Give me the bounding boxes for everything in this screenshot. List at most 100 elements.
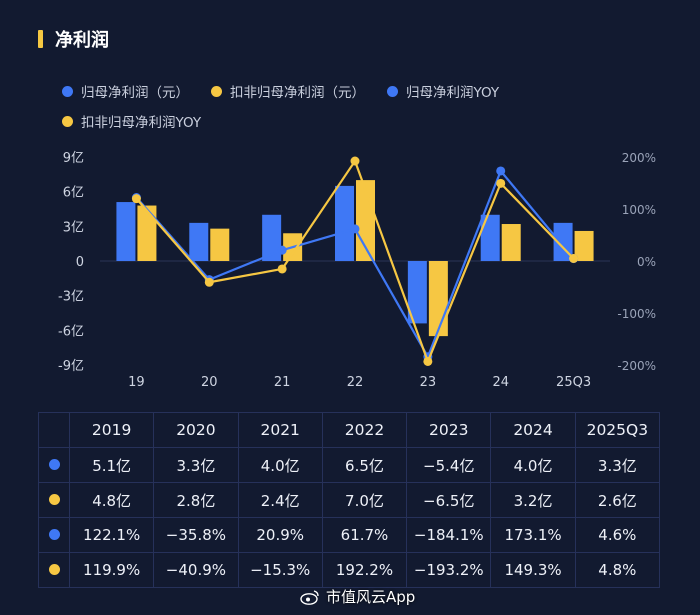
x-tick-label: 19 xyxy=(128,375,145,390)
table-cell: −184.1% xyxy=(406,517,492,553)
watermark-text: 市值风云App xyxy=(326,588,416,606)
table-header-cell: 2022 xyxy=(321,412,408,448)
table-cell: 4.8% xyxy=(574,552,661,588)
bar-yellow xyxy=(137,205,157,261)
legend-label: 扣非归母净利润（元） xyxy=(230,85,365,101)
table-cell: 192.2% xyxy=(321,552,408,588)
y-right-tick-label: 100% xyxy=(622,203,656,217)
y-left-tick-label: -6亿 xyxy=(58,324,84,339)
x-tick-label: 24 xyxy=(492,375,509,390)
legend-item[interactable]: 归母净利润（元） xyxy=(62,76,189,106)
watermark: 市值风云App xyxy=(300,586,415,607)
line-point-yellow xyxy=(131,194,141,204)
table-cell: 173.1% xyxy=(490,517,576,553)
bar-yellow xyxy=(574,230,594,261)
legend-label: 扣非归母净利润YOY xyxy=(81,115,202,131)
table-cell: 3.3亿 xyxy=(153,447,239,483)
bar-yellow xyxy=(428,261,448,337)
table-row: 119.9% −40.9% −15.3% 192.2% −193.2% 149.3% 4.8… xyxy=(38,552,661,588)
table-cell: 4.0亿 xyxy=(490,447,576,483)
line-point-blue xyxy=(277,245,287,255)
line-point-yellow xyxy=(569,254,579,264)
table-cell: 4.8亿 xyxy=(68,482,155,518)
legend-label: 归母净利润YOY xyxy=(406,85,500,101)
table-header-row: 2019 2020 2021 2022 2023 2024 2025Q3 xyxy=(38,412,661,448)
row-marker-cell xyxy=(38,552,70,588)
weibo-icon xyxy=(300,589,319,605)
table-header-cell: 2021 xyxy=(237,412,323,448)
table-cell: 122.1% xyxy=(68,517,155,553)
legend-item[interactable]: 扣非归母净利润（元） xyxy=(211,76,365,106)
x-tick-label: 22 xyxy=(347,375,364,390)
row-marker-cell xyxy=(38,517,70,553)
table-cell: 6.5亿 xyxy=(321,447,408,483)
bar-yellow xyxy=(501,224,521,261)
x-tick-label: 23 xyxy=(420,375,437,390)
line-point-yellow xyxy=(204,277,214,287)
x-tick-label: 25Q3 xyxy=(556,375,591,390)
table-cell: 7.0亿 xyxy=(321,482,408,518)
table-cell: 5.1亿 xyxy=(68,447,155,483)
table-header-cell: 2019 xyxy=(68,412,155,448)
table-cell: 20.9% xyxy=(237,517,323,553)
table-header-cell: 2024 xyxy=(490,412,576,448)
table-cell: 149.3% xyxy=(490,552,576,588)
data-table: 2019 2020 2021 2022 2023 2024 2025Q3 5.1亿 3.3亿 4… xyxy=(38,412,661,588)
bar-yellow xyxy=(210,228,230,261)
line-point-yellow xyxy=(277,264,287,274)
table-cell: 61.7% xyxy=(321,517,408,553)
y-right-tick-label: 0% xyxy=(637,255,656,269)
table-cell: 4.6% xyxy=(574,517,661,553)
table-cell: −193.2% xyxy=(406,552,492,588)
y-right-tick-label: -100% xyxy=(617,307,656,321)
line-point-blue xyxy=(350,224,360,234)
table-cell: 2.4亿 xyxy=(237,482,323,518)
table-row: 4.8亿 2.8亿 2.4亿 7.0亿 −6.5亿 3.2亿 2.6亿 xyxy=(38,482,661,518)
series-line-blue xyxy=(135,169,575,358)
y-right-tick-label: 200% xyxy=(622,151,656,165)
bar-blue xyxy=(116,202,136,261)
table-cell: 2.6亿 xyxy=(574,482,661,518)
table-corner-cell xyxy=(38,412,70,448)
legend-item[interactable]: 归母净利润YOY xyxy=(387,76,499,106)
table-row: 5.1亿 3.3亿 4.0亿 6.5亿 −5.4亿 4.0亿 3.3亿 xyxy=(38,447,661,483)
bar-blue xyxy=(262,214,282,261)
table-cell: −40.9% xyxy=(153,552,239,588)
table-cell: 119.9% xyxy=(68,552,155,588)
y-right-tick-label: -200% xyxy=(617,359,656,373)
x-tick-label: 21 xyxy=(274,375,291,390)
y-left-tick-label: 6亿 xyxy=(63,186,84,201)
row-marker-cell xyxy=(38,447,70,483)
line-point-blue xyxy=(496,166,506,176)
row-marker-icon xyxy=(48,494,60,505)
y-left-tick-label: 0 xyxy=(76,255,84,270)
y-left-tick-label: -9亿 xyxy=(58,359,84,374)
legend-marker-icon xyxy=(62,85,73,97)
table-cell: 2.8亿 xyxy=(153,482,239,518)
y-left-tick-label: 3亿 xyxy=(63,220,84,235)
bar-blue xyxy=(335,185,354,261)
table-header-cell: 2025Q3 xyxy=(574,412,661,448)
table-row: 122.1% −35.8% 20.9% 61.7% −184.1% 173.1% 4.6% xyxy=(38,517,661,553)
chart-legend: 归母净利润（元） 扣非归母净利润（元） 归母净利润YOY 扣非归母净利润YOY xyxy=(62,76,622,136)
table-cell: −6.5亿 xyxy=(406,482,492,518)
table-cell: −15.3% xyxy=(237,552,323,588)
table-cell: 4.0亿 xyxy=(237,447,323,483)
table-cell: −5.4亿 xyxy=(406,447,492,483)
line-point-yellow xyxy=(350,156,360,166)
row-marker-icon xyxy=(48,564,60,575)
row-marker-icon xyxy=(48,529,60,540)
title-accent-bar xyxy=(38,30,43,48)
page-title: 净利润 xyxy=(55,30,109,51)
legend-item[interactable]: 扣非归母净利润YOY xyxy=(62,106,201,136)
table-cell: 3.2亿 xyxy=(490,482,576,518)
table-cell: −35.8% xyxy=(153,517,239,553)
table-header-cell: 2020 xyxy=(153,412,239,448)
row-marker-cell xyxy=(38,482,70,518)
table-cell: 3.3亿 xyxy=(574,447,661,483)
chart-header: 净利润 xyxy=(38,26,109,52)
x-tick-label: 20 xyxy=(201,375,218,390)
bar-blue xyxy=(407,261,427,324)
legend-label: 归母净利润（元） xyxy=(81,85,189,101)
legend-marker-icon xyxy=(62,115,73,127)
